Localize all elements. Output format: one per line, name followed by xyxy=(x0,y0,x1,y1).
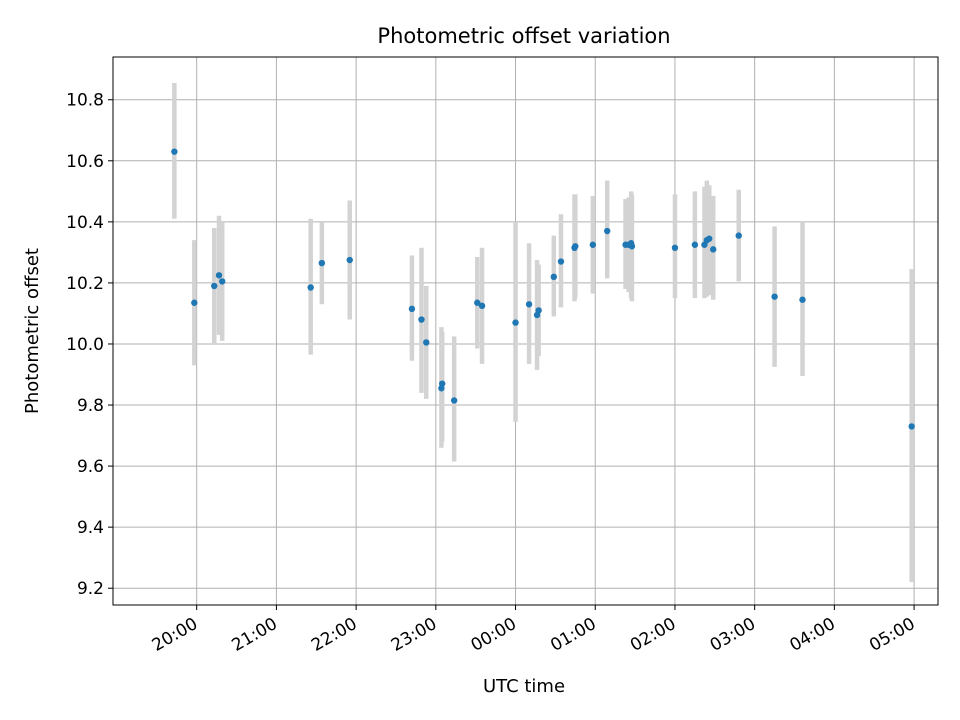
data-point xyxy=(171,148,178,155)
y-tick-label: 10.4 xyxy=(66,213,104,233)
x-tick-label: 23:00 xyxy=(388,614,440,656)
x-tick-label: 01:00 xyxy=(547,614,599,656)
data-point xyxy=(215,272,223,279)
data-point xyxy=(512,319,519,326)
y-tick-label: 9.6 xyxy=(77,457,104,477)
data-point xyxy=(307,284,314,291)
x-tick-label: 04:00 xyxy=(786,614,838,656)
y-tick-label: 10.0 xyxy=(66,335,104,355)
x-tick-label: 21:00 xyxy=(228,614,280,656)
data-point xyxy=(771,293,778,300)
y-tick-label: 9.4 xyxy=(77,518,104,538)
data-point xyxy=(535,307,542,314)
y-tick-label: 10.2 xyxy=(66,274,104,294)
x-tick-label: 00:00 xyxy=(468,614,520,656)
data-point xyxy=(346,256,353,264)
data-point xyxy=(691,241,699,248)
y-tick-label: 10.6 xyxy=(66,152,104,172)
data-point xyxy=(799,296,806,303)
data-point xyxy=(408,305,416,313)
x-axis-ticks: 20:00 21:00 22:00 23:00 00:00 01:00 02:00 03:00… xyxy=(149,605,919,656)
data-point xyxy=(439,380,446,387)
data-point xyxy=(550,273,557,281)
data-point xyxy=(219,278,226,285)
x-tick-label: 22:00 xyxy=(308,614,360,656)
x-axis-label: UTC time xyxy=(483,676,565,697)
data-point xyxy=(318,259,326,267)
data-point xyxy=(191,299,198,306)
y-tick-label: 9.2 xyxy=(77,579,104,599)
data-point xyxy=(450,397,458,404)
data-point xyxy=(478,302,486,310)
x-tick-label: 02:00 xyxy=(627,614,679,656)
data-point xyxy=(589,241,597,248)
y-tick-label: 10.8 xyxy=(66,91,104,111)
y-axis-label: Photometric offset xyxy=(22,248,43,414)
data-point xyxy=(604,227,611,235)
data-point xyxy=(557,258,565,265)
y-axis-ticks: 9.2 9.4 9.6 9.8 10.0 10.2 10.4 10.6 10.8 xyxy=(66,91,113,599)
data-point xyxy=(671,244,679,252)
x-tick-label: 20:00 xyxy=(149,614,201,656)
error-bars xyxy=(172,82,914,583)
data-point xyxy=(525,301,533,308)
data-point xyxy=(418,316,425,323)
plot-frame xyxy=(112,56,939,606)
data-point xyxy=(706,235,713,242)
data-point xyxy=(908,423,915,430)
data-point xyxy=(474,299,481,306)
data-point xyxy=(423,339,430,346)
y-tick-label: 9.8 xyxy=(77,396,104,416)
grid xyxy=(113,57,938,605)
data-points xyxy=(171,148,915,430)
data-point xyxy=(628,243,636,250)
chart-title: Photometric offset variation xyxy=(377,24,670,48)
x-tick-label: 05:00 xyxy=(866,614,918,656)
data-point xyxy=(211,282,218,290)
x-tick-label: 03:00 xyxy=(707,614,759,656)
data-point xyxy=(572,243,579,250)
data-point xyxy=(710,246,717,253)
data-point xyxy=(735,232,742,239)
